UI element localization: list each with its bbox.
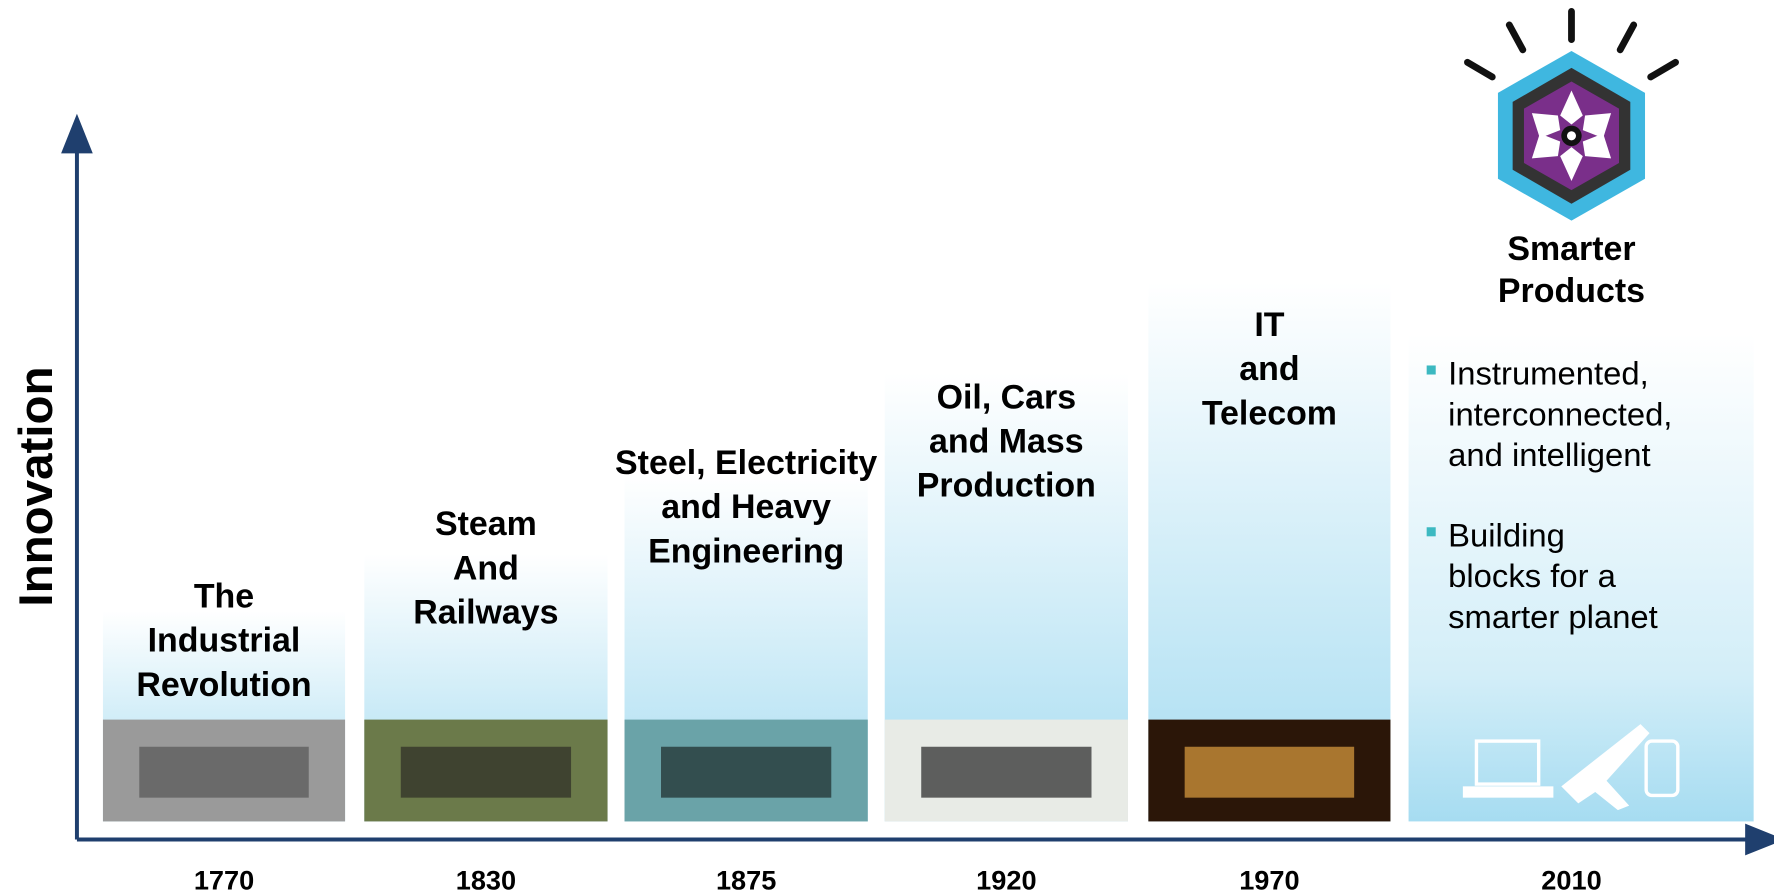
era-label: Revolution — [136, 666, 311, 704]
logo — [1467, 11, 1675, 220]
y-axis-label: Innovation — [10, 366, 63, 606]
laptop-base — [1463, 786, 1554, 797]
era-label: And — [453, 549, 519, 587]
year-label: 1875 — [716, 864, 776, 895]
era-label: Steam — [435, 505, 537, 543]
era-label: and — [1239, 350, 1299, 388]
bullet-text: Instrumented, — [1448, 355, 1649, 392]
era-label: Telecom — [1202, 394, 1337, 432]
era-photo-detail — [401, 747, 571, 798]
bullet-text: blocks for a — [1448, 557, 1616, 594]
year-label: 2010 — [1541, 864, 1601, 895]
era-label: Railways — [413, 593, 558, 631]
era-photo-detail — [1185, 747, 1354, 798]
era-label: Products — [1498, 272, 1645, 310]
year-label: 1970 — [1239, 864, 1299, 895]
bullet-text: interconnected, — [1448, 395, 1672, 432]
era-label: and Heavy — [661, 488, 831, 526]
diagram: Innovation The Industrial Revolution 1770 St… — [0, 0, 1774, 895]
era-photo-detail — [921, 747, 1091, 798]
bullet-text: smarter planet — [1448, 598, 1658, 635]
year-label: 1830 — [456, 864, 516, 895]
bullet-text: Building — [1448, 516, 1565, 553]
era-label: Oil, Cars — [937, 378, 1077, 416]
era-label: Production — [917, 467, 1096, 505]
era-label: IT — [1254, 306, 1284, 344]
era-label: and Mass — [929, 423, 1084, 461]
era-label: The — [194, 578, 254, 616]
era-photo-detail — [661, 747, 831, 798]
bullet-marker — [1427, 527, 1436, 536]
year-label: 1920 — [976, 864, 1036, 895]
era-photo-detail — [139, 747, 308, 798]
bullet-text: and intelligent — [1448, 436, 1650, 473]
bullet-marker — [1427, 365, 1436, 374]
era-label: Steel, Electricity — [615, 444, 877, 482]
era-label: Engineering — [648, 532, 844, 570]
year-label: 1770 — [194, 864, 254, 895]
era-label: Smarter — [1507, 230, 1635, 268]
era-label: Industrial — [148, 622, 301, 660]
